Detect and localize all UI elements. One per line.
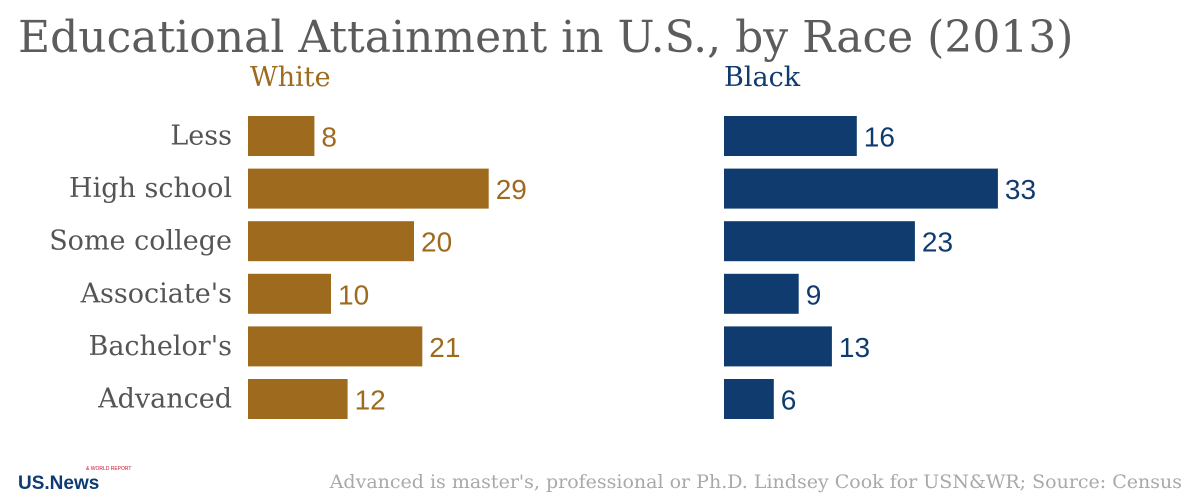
data-label: 23: [922, 227, 953, 258]
category-label: Advanced: [97, 384, 232, 415]
data-label: 20: [421, 227, 452, 258]
bar: [248, 168, 489, 209]
data-label: 12: [355, 385, 386, 416]
category-label: Bachelor's: [88, 331, 232, 362]
data-label: 16: [864, 122, 895, 153]
category-label: Some college: [49, 226, 232, 257]
data-label: 33: [1005, 174, 1036, 205]
bar: [724, 273, 799, 314]
bar: [724, 116, 857, 156]
bar: [724, 379, 774, 419]
data-label: 9: [806, 279, 822, 310]
bar: [248, 273, 331, 314]
chart-title: Educational Attainment in U.S., by Race …: [18, 12, 1073, 63]
bar: [248, 221, 414, 262]
usnews-logo-subtext: & WORLD REPORT: [86, 466, 131, 472]
footnote: Advanced is master's, professional or Ph…: [329, 471, 1182, 493]
category-label: High school: [69, 173, 232, 204]
bar: [724, 326, 832, 367]
data-label: 8: [321, 122, 337, 153]
series-title-black: Black: [724, 62, 801, 93]
data-label: 6: [781, 385, 797, 416]
data-label: 29: [496, 174, 527, 205]
category-label: Less: [170, 121, 232, 152]
data-label: 10: [338, 279, 369, 310]
data-label: 21: [429, 332, 460, 363]
bar: [248, 379, 348, 419]
bar: [724, 168, 998, 209]
data-label: 13: [839, 332, 870, 363]
usnews-logo: US.News & WORLD REPORT: [18, 466, 131, 494]
category-label: Associate's: [80, 278, 232, 309]
bar-panels: Less High school Some college Associate's Ba…: [49, 62, 1036, 419]
series-title-white: White: [250, 62, 331, 93]
bar: [248, 116, 315, 156]
bar: [724, 221, 915, 262]
bar: [248, 326, 423, 367]
usnews-logo-text: US.News: [18, 473, 99, 494]
